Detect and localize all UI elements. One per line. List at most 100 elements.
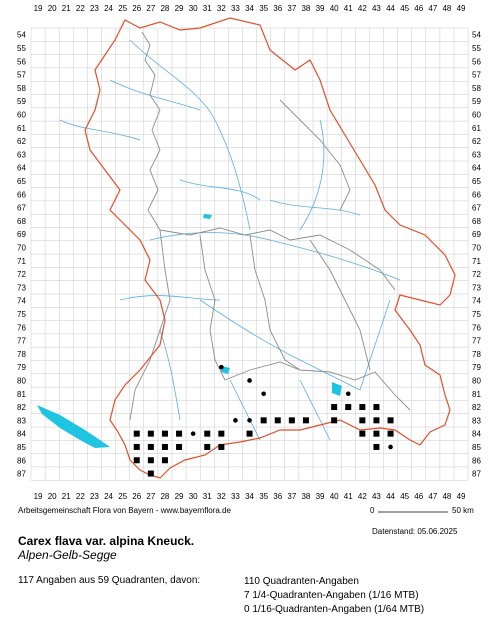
quadrant-record-marker — [331, 404, 338, 411]
column-label: 42 — [358, 4, 367, 13]
column-label: 41 — [344, 4, 353, 13]
row-label: 67 — [17, 204, 26, 213]
row-label: 80 — [472, 376, 481, 385]
row-label: 74 — [472, 297, 481, 306]
row-label: 76 — [17, 323, 26, 332]
column-label: 40 — [330, 492, 339, 501]
quadrant-record-marker — [176, 430, 183, 437]
column-label: 44 — [386, 4, 395, 13]
quadrant-record-marker — [161, 430, 168, 437]
row-label: 61 — [472, 124, 481, 133]
column-label: 39 — [316, 4, 325, 13]
row-label: 65 — [17, 177, 26, 186]
row-label: 78 — [17, 350, 26, 359]
row-label: 60 — [17, 110, 26, 119]
column-label: 29 — [175, 492, 184, 501]
breakdown-sixteenth-quadrant: 0 1/16-Quadranten-Angaben (1/64 MTB) — [244, 604, 425, 615]
quadrant-record-marker — [359, 404, 366, 411]
point-record-marker — [219, 364, 224, 370]
quadrant-record-marker — [373, 430, 380, 437]
row-label: 73 — [17, 283, 26, 292]
row-label: 58 — [17, 84, 26, 93]
column-label: 49 — [457, 492, 466, 501]
grid-lines — [30, 27, 469, 481]
row-label: 76 — [472, 323, 481, 332]
column-label: 42 — [358, 492, 367, 501]
column-label: 32 — [217, 4, 226, 13]
row-labels-left: 54 55 56 57 58 59 60 61 62 63 64 65 66 67 68 69 70 71 72 73… — [17, 31, 26, 479]
column-label: 29 — [175, 4, 184, 13]
quadrant-record-marker — [176, 443, 183, 450]
quadrant-record-marker — [359, 430, 366, 437]
row-label: 77 — [472, 337, 481, 346]
row-label: 56 — [17, 57, 26, 66]
row-label: 60 — [472, 110, 481, 119]
quadrant-record-marker — [331, 417, 338, 424]
column-label: 31 — [203, 4, 212, 13]
breakdown-quarter-quadrant: 7 1/4-Quadranten-Angaben (1/16 MTB) — [244, 590, 419, 601]
column-label: 49 — [457, 4, 466, 13]
common-name: Alpen-Gelb-Segge — [18, 548, 117, 562]
row-label: 82 — [472, 403, 481, 412]
record-breakdown: 110 Quadranten-Angaben 7 1/4-Quadranten-… — [244, 575, 424, 617]
column-label: 19 — [34, 492, 43, 501]
column-label: 33 — [231, 4, 240, 13]
rivers — [59, 39, 401, 441]
row-label: 81 — [17, 390, 26, 399]
row-label: 79 — [472, 363, 481, 372]
quadrant-record-marker — [387, 430, 394, 437]
column-label: 45 — [400, 492, 409, 501]
column-label: 28 — [160, 492, 169, 501]
row-label: 84 — [17, 430, 26, 439]
column-label: 41 — [344, 492, 353, 501]
column-label: 28 — [160, 4, 169, 13]
quadrant-record-marker — [133, 443, 140, 450]
row-label: 82 — [17, 403, 26, 412]
column-label: 20 — [48, 492, 57, 501]
lakes — [37, 214, 342, 448]
quadrant-record-marker — [147, 443, 154, 450]
column-label: 27 — [146, 4, 155, 13]
column-label: 46 — [414, 4, 423, 13]
row-label: 85 — [17, 443, 26, 452]
column-label: 48 — [442, 492, 451, 501]
quadrant-record-marker — [161, 443, 168, 450]
quadrant-record-marker — [204, 443, 211, 450]
row-label: 77 — [17, 337, 26, 346]
column-label: 43 — [372, 4, 381, 13]
column-label: 45 — [400, 4, 409, 13]
quadrant-record-marker — [359, 417, 366, 424]
point-record-marker — [219, 444, 224, 450]
column-label: 37 — [287, 4, 296, 13]
row-label: 65 — [472, 177, 481, 186]
column-label: 24 — [104, 4, 113, 13]
column-label: 36 — [273, 492, 282, 501]
row-label: 57 — [17, 71, 26, 80]
point-record-marker — [388, 444, 393, 450]
column-label: 22 — [76, 492, 85, 501]
point-record-marker — [345, 391, 351, 397]
quadrant-record-marker — [260, 417, 267, 424]
row-label: 78 — [472, 350, 481, 359]
point-record-marker — [289, 418, 295, 423]
row-label: 54 — [17, 31, 26, 40]
row-label: 56 — [472, 57, 481, 66]
column-label: 43 — [372, 492, 381, 501]
row-label: 75 — [17, 310, 26, 319]
row-label: 86 — [17, 456, 26, 465]
column-label: 23 — [90, 492, 99, 501]
quadrant-record-marker — [161, 457, 168, 464]
row-label: 64 — [17, 164, 26, 173]
row-labels-right: 54 55 56 57 58 59 60 61 62 63 64 65 66 67 68 69 70 71 72 73… — [472, 31, 481, 479]
column-label: 47 — [428, 4, 437, 13]
row-label: 68 — [17, 217, 26, 226]
column-label: 38 — [301, 4, 310, 13]
column-label: 34 — [245, 492, 254, 501]
quadrant-record-marker — [345, 404, 352, 411]
row-label: 62 — [17, 137, 26, 146]
column-label: 35 — [259, 492, 268, 501]
column-label: 30 — [189, 492, 198, 501]
row-label: 54 — [472, 31, 481, 40]
column-label: 38 — [301, 492, 310, 501]
